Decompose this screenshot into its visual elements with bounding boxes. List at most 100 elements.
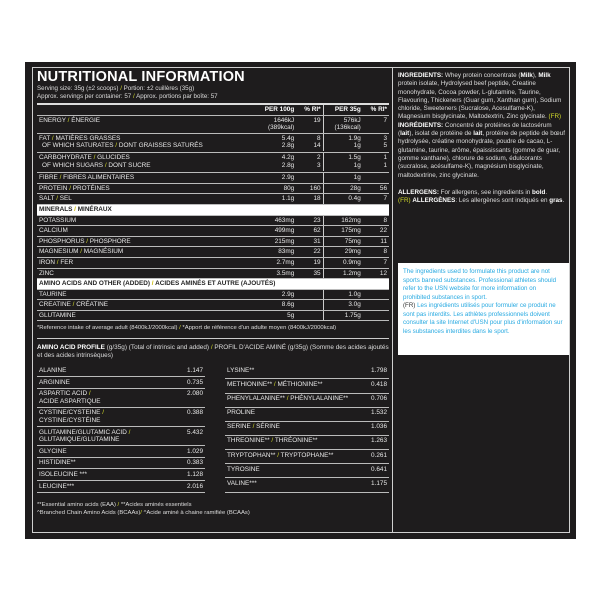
value-cell: 1.263 xyxy=(366,435,389,451)
value: 7 xyxy=(383,116,387,124)
label-en: THREONINE** xyxy=(227,437,270,445)
value-cell: 23 xyxy=(296,215,324,227)
value-cell: 1.798 xyxy=(366,365,389,380)
value: 1646kJ (389kcal) xyxy=(267,116,295,132)
allergens-fr-bold: gras xyxy=(549,197,563,205)
value-cell: 1.75g xyxy=(323,310,363,322)
label-cell: FAT / MATIÈRES GRASSES OF WHICH SATURATES… xyxy=(37,133,253,151)
value: 1.5g xyxy=(348,154,361,162)
value: 7 xyxy=(383,258,387,266)
value: 4.2g xyxy=(281,154,295,162)
value-cell: 2.9g xyxy=(253,289,297,301)
label-fr: THRÉONINE** xyxy=(274,437,318,445)
value-cell: 80g xyxy=(253,183,297,195)
label-cell: THREONINE** / THRÉONINE** xyxy=(225,435,367,451)
label-fr: ACIDES AMINÉS ET AUTRE (AJOUTÉS) xyxy=(155,280,276,288)
value-cell: 18 xyxy=(296,193,324,205)
value-cell: 1.175 xyxy=(366,477,389,493)
value-cell: 175mg xyxy=(323,225,363,237)
label-fr: SEL xyxy=(59,195,72,203)
value: 1.2mg xyxy=(343,269,361,277)
allergens-fr-label: ALLERGÈNES xyxy=(412,197,456,205)
label-en: ZINC xyxy=(39,269,54,277)
servings-en: Approx. servings per container: 57 xyxy=(37,92,132,100)
value-cell: 0.735 xyxy=(175,376,205,389)
label-cell: MAGNESIUM / MAGNÉSIUM xyxy=(37,246,254,258)
amino-table-left: ALANINE 1.147 ARGININE 0.735 ASPARTIC ACID /… xyxy=(37,365,205,493)
amino-row: ASPARTIC ACID / ACIDE ASPARTIQUE 2.080 xyxy=(37,388,205,408)
added-header: AMINO ACIDS AND OTHER (ADDED) / ACIDES A… xyxy=(37,278,389,290)
value: 56 xyxy=(379,184,387,192)
amino-row: ARGININE 0.735 xyxy=(37,376,205,389)
label-fr: ACIDE ASPARTIQUE xyxy=(39,397,101,405)
value-cell: 7 xyxy=(362,115,389,134)
value: 3 xyxy=(383,134,387,142)
value-cell: 215mg xyxy=(253,236,297,248)
value-cell: 2.016 xyxy=(175,480,205,493)
label-cell: LYSINE** xyxy=(225,365,367,380)
value-cell: 31 xyxy=(296,236,324,248)
bcaa-fr: ^Acide aminé à chaine ramifiée (BCAAs) xyxy=(143,509,250,516)
label-fr: FIBRES ALIMENTAIRES xyxy=(63,174,135,182)
table-row: CALCIUM 499mg 62 175mg 22 xyxy=(37,225,389,237)
allergen-lait: lait xyxy=(473,130,483,138)
table-row: FAT / MATIÈRES GRASSES OF WHICH SATURATES… xyxy=(37,133,389,151)
value: 463mg xyxy=(274,216,295,224)
ing-fr-part: ), isolat de protéine de xyxy=(409,130,474,138)
value: 2.7mg xyxy=(276,258,295,266)
value-cell: 0.261 xyxy=(366,449,389,465)
value-cell: 62 xyxy=(296,225,324,237)
label-cell: PROLINE xyxy=(225,407,367,422)
nutrition-table: PER 100g% RI* PER 35g% RI* ENERGY / ÉNERGI… xyxy=(37,105,389,322)
ingredients-section: INGREDIENTS: Whey protein concentrate (M… xyxy=(398,72,568,205)
value: 1.9g xyxy=(348,134,361,142)
value-cell: 1.0g xyxy=(323,289,363,301)
table-row: TAURINE 2.9g 1.0g xyxy=(37,289,389,301)
slash: / xyxy=(210,344,213,352)
value: 31 xyxy=(313,237,321,245)
table-row: SALT / SEL 1.1g 18 0.4g 7 xyxy=(37,193,389,205)
value-cell: 19 xyxy=(296,257,324,269)
label-fr: PHOSPHORE xyxy=(89,237,131,245)
divider xyxy=(37,170,389,174)
value: 7 xyxy=(383,195,387,203)
value: 2 xyxy=(317,154,321,162)
amino-row: METHIONINE** / MÉTHIONINE** 0.418 xyxy=(225,378,389,394)
slash: / xyxy=(151,280,154,288)
value: 499mg xyxy=(274,227,295,235)
label-en: PROTEIN xyxy=(39,184,68,192)
label-en: POTASSIUM xyxy=(39,216,77,224)
value-cell: 1.147 xyxy=(175,365,205,378)
label-cell: GLYCINE xyxy=(37,445,176,458)
value: 1g xyxy=(353,174,361,182)
value-cell: 2.9g xyxy=(253,172,297,184)
value-cell: 11 xyxy=(362,236,389,248)
label-fr: CRÉATINE xyxy=(76,301,109,309)
amino-en: (g/35g) (Total of intrinsic and added) xyxy=(106,344,210,352)
label-en: ALANINE xyxy=(39,366,67,374)
value-cell: 75mg xyxy=(323,236,363,248)
period: . xyxy=(545,188,548,196)
label-en: IRON xyxy=(39,258,55,266)
slash: / xyxy=(67,116,70,124)
value-cell: 0.641 xyxy=(366,463,389,479)
slash: / xyxy=(132,92,135,100)
header-cell: PER 35g xyxy=(323,105,363,116)
value-cell xyxy=(362,289,389,301)
value-cell: 1.029 xyxy=(175,445,205,458)
value-cell: 8 xyxy=(362,215,389,227)
value-cell: 576kJ (136kcal) xyxy=(323,115,363,134)
value-cell: 1646kJ (389kcal) xyxy=(253,115,297,134)
label-fr: PHÉNYLALANINE** xyxy=(290,395,349,403)
value-cell: 1.2mg xyxy=(323,268,363,280)
label-en: GLUTAMINE/GLUTAMIC ACID xyxy=(39,428,127,436)
value: 35 xyxy=(313,269,321,277)
value-cell: 8.6g xyxy=(253,299,297,311)
table-row: MAGNESIUM / MAGNÉSIUM 83mg 22 29mg 8 xyxy=(37,246,389,258)
label-cell: SERINE / SÉRINE xyxy=(225,421,367,436)
label-en: VALINE*** xyxy=(227,479,257,487)
ri-fr: *Apport de référence d'un adulte moyen (… xyxy=(182,325,337,332)
value: 1.75g xyxy=(344,311,361,319)
label-cell: GLUTAMINE xyxy=(37,310,254,322)
